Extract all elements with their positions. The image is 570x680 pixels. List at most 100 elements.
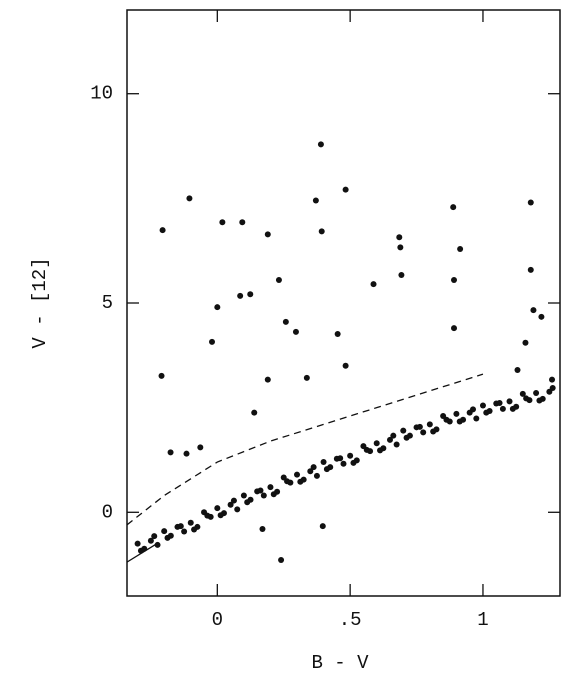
y-tick-label: 10	[90, 83, 113, 105]
point	[342, 362, 349, 369]
point	[191, 526, 198, 533]
point	[227, 501, 234, 508]
point	[370, 281, 377, 288]
point	[244, 499, 251, 506]
point	[499, 405, 506, 412]
point	[251, 409, 258, 416]
point	[259, 526, 266, 533]
point	[214, 505, 221, 512]
point	[151, 533, 158, 540]
point	[219, 219, 226, 226]
point	[473, 415, 480, 422]
y-axis-label: V - [12]	[29, 257, 51, 348]
x-tick-label: .5	[339, 609, 362, 631]
point	[457, 246, 464, 253]
plot-frame	[126, 9, 561, 597]
point	[514, 366, 521, 373]
point	[247, 291, 254, 298]
point	[483, 409, 490, 416]
point	[154, 541, 161, 548]
point	[470, 406, 477, 413]
point	[451, 276, 458, 283]
point	[159, 227, 166, 234]
point	[275, 276, 282, 283]
point	[334, 330, 341, 337]
point	[538, 313, 545, 320]
point	[400, 427, 407, 434]
point	[479, 402, 486, 409]
point	[403, 434, 410, 441]
point	[533, 389, 540, 396]
point	[426, 421, 433, 428]
point	[282, 318, 289, 325]
point	[450, 204, 457, 211]
point	[506, 398, 513, 405]
point	[137, 547, 144, 554]
point	[536, 397, 543, 404]
point	[264, 231, 271, 238]
point	[177, 523, 184, 530]
point	[187, 519, 194, 526]
point	[342, 186, 349, 193]
point	[257, 487, 264, 494]
point	[397, 244, 404, 251]
point	[350, 459, 357, 466]
point	[307, 468, 314, 475]
point	[340, 460, 347, 467]
point	[270, 491, 277, 498]
point	[319, 523, 326, 530]
point	[318, 228, 325, 235]
point	[278, 557, 285, 564]
point	[313, 472, 320, 479]
point	[523, 395, 530, 402]
point	[451, 325, 458, 332]
point	[209, 338, 216, 345]
point	[317, 141, 324, 148]
point	[396, 234, 403, 241]
point	[496, 400, 503, 407]
point	[234, 506, 241, 513]
point	[549, 376, 556, 383]
point	[347, 452, 354, 459]
point	[323, 466, 330, 473]
y-tick-label: 5	[102, 292, 113, 314]
point	[264, 376, 271, 383]
y-tick-label: 0	[102, 501, 113, 523]
point	[456, 418, 463, 425]
x-axis-label: B - V	[311, 652, 369, 674]
point	[549, 384, 556, 391]
point	[420, 429, 427, 436]
point	[197, 444, 204, 451]
point	[363, 446, 370, 453]
point	[509, 405, 516, 412]
point	[284, 478, 291, 485]
point	[310, 464, 317, 471]
point	[530, 307, 537, 314]
point	[214, 304, 221, 311]
point	[158, 372, 165, 379]
x-tick-label: 0	[212, 609, 223, 631]
point	[377, 447, 384, 454]
point	[443, 416, 450, 423]
point	[240, 492, 247, 499]
point	[373, 440, 380, 447]
point	[230, 497, 237, 504]
point	[164, 534, 171, 541]
point	[294, 471, 301, 478]
point	[430, 428, 437, 435]
point	[267, 484, 274, 491]
point	[390, 432, 397, 439]
point	[239, 219, 246, 226]
point	[134, 540, 141, 547]
point	[398, 271, 405, 278]
point	[386, 436, 393, 443]
point	[183, 450, 190, 457]
point	[297, 478, 304, 485]
point	[186, 195, 193, 202]
point	[292, 328, 299, 335]
point	[453, 410, 460, 417]
point	[260, 492, 267, 499]
point	[303, 374, 310, 381]
point	[519, 390, 526, 397]
